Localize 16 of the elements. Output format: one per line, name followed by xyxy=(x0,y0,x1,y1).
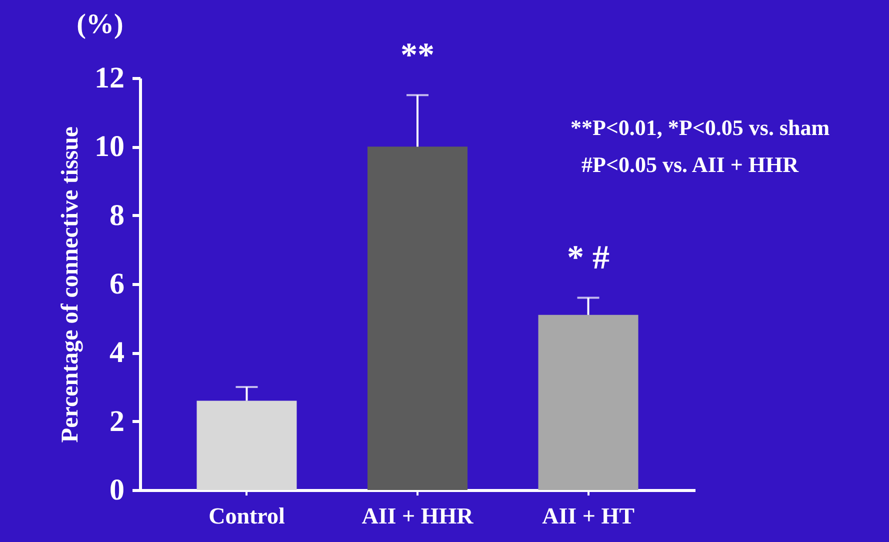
y-tick-label: 4 xyxy=(110,336,124,370)
x-tick-label: Control xyxy=(208,504,285,528)
y-axis-title: Percentage of connective tissue xyxy=(58,126,84,443)
y-tick-label: 6 xyxy=(110,268,124,300)
annotation: ** xyxy=(400,37,434,74)
x-tick-label: AII + HT xyxy=(542,504,634,528)
text: (%) xyxy=(76,9,124,40)
annotation: * # xyxy=(567,240,610,277)
y-tick-label: 12 xyxy=(94,62,124,94)
y-tick-label: 2 xyxy=(110,404,124,438)
annotation: #P<0.05 vs. AII + HHR xyxy=(582,152,800,177)
y-tick-label: 10 xyxy=(94,130,124,164)
annotation: **P<0.01, *P<0.05 vs. sham xyxy=(570,115,830,140)
x-tick-label: AII + HHR xyxy=(362,504,474,528)
y-tick-label: 8 xyxy=(110,198,124,232)
y-tick-label: 0 xyxy=(110,474,124,506)
